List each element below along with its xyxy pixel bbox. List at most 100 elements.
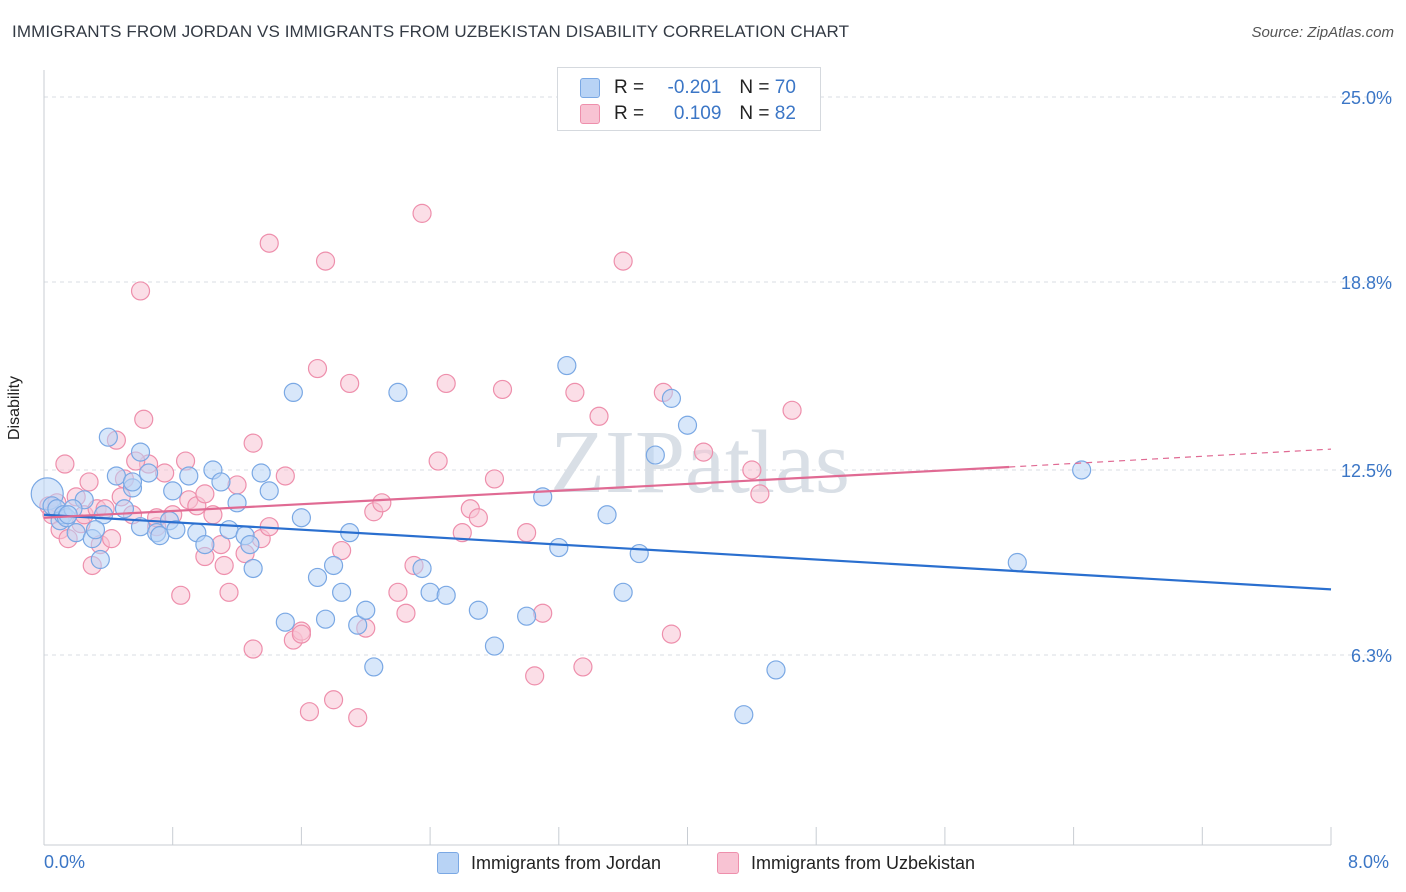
data-point — [573, 657, 593, 677]
data-point — [1007, 552, 1027, 573]
data-point — [782, 400, 802, 420]
legend-r-value-uzbekistan: 0.109 — [673, 103, 722, 124]
bottom-legend-label-uzbekistan: Immigrants from Uzbekistan — [751, 852, 976, 873]
data-point — [661, 624, 682, 644]
data-point — [106, 466, 126, 486]
x-tick-label-min: 0.0% — [44, 852, 86, 872]
data-point — [348, 615, 368, 635]
data-point — [452, 523, 472, 543]
x-tick-label-max: 8.0% — [1348, 852, 1390, 872]
data-point — [750, 484, 770, 504]
data-point — [179, 466, 199, 486]
y-tick-label: 12.5% — [1341, 461, 1392, 481]
data-point — [517, 523, 537, 543]
trend-lines — [43, 448, 1332, 591]
bottom-legend-uzbekistan: Immigrants from Uzbekistan — [717, 852, 975, 874]
data-point — [565, 382, 585, 403]
data-point — [332, 582, 352, 602]
data-point — [1072, 460, 1092, 480]
legend-r-value-jordan: -0.201 — [667, 77, 722, 98]
data-point — [597, 505, 617, 525]
data-point — [291, 624, 311, 644]
data-point — [299, 702, 320, 722]
data-point — [484, 636, 505, 656]
data-point — [645, 445, 665, 465]
data-point — [468, 600, 488, 620]
data-point — [589, 406, 609, 426]
source-credit: Source: ZipAtlas.com — [1251, 24, 1394, 41]
data-point — [613, 251, 633, 271]
bottom-legend-jordan: Immigrants from Jordan — [437, 852, 661, 874]
data-point — [219, 520, 239, 540]
data-point — [98, 427, 118, 447]
data-point — [134, 409, 154, 429]
data-point — [66, 523, 86, 543]
trend-line-uzbekistan — [43, 465, 1010, 519]
data-point — [388, 382, 408, 403]
data-point — [613, 582, 633, 602]
data-point — [275, 612, 295, 632]
data-point — [171, 585, 191, 605]
data-point — [396, 603, 416, 623]
data-point — [436, 585, 456, 605]
data-point — [356, 600, 376, 620]
legend-r-label: R = — [614, 103, 645, 124]
data-point — [533, 603, 553, 623]
data-point — [291, 508, 311, 528]
data-point — [283, 382, 303, 403]
data-point — [484, 469, 505, 489]
data-point — [307, 567, 328, 588]
legend-n-label: N = — [739, 77, 770, 98]
data-point — [219, 582, 239, 602]
data-point — [251, 463, 271, 483]
data-point — [549, 537, 569, 558]
legend-swatch-uzbekistan — [580, 104, 600, 124]
y-tick-label: 18.8% — [1341, 273, 1392, 293]
bottom-legend-swatch-jordan — [437, 852, 459, 874]
data-point — [436, 373, 456, 394]
data-point — [517, 606, 537, 626]
y-tick-label: 6.3% — [1351, 646, 1392, 666]
watermark: ZIPatlas — [550, 413, 850, 512]
data-point — [734, 705, 754, 725]
data-point — [79, 472, 99, 492]
data-point — [557, 355, 577, 376]
legend-swatch-jordan — [580, 78, 600, 98]
data-point — [55, 454, 75, 474]
data-point — [138, 463, 159, 483]
data-point — [661, 388, 682, 408]
trend-line-uzbekistan-extension — [1009, 448, 1332, 468]
bottom-legend-swatch-uzbekistan — [717, 852, 739, 874]
data-point — [412, 558, 432, 579]
series-jordan-points — [30, 355, 1092, 725]
data-point — [85, 520, 106, 540]
legend-row-uzbekistan: R = 0.109 N = 82 — [580, 101, 796, 127]
data-point — [227, 475, 247, 495]
data-point — [130, 281, 151, 301]
data-point — [388, 582, 408, 602]
data-point — [492, 379, 513, 400]
data-point — [214, 555, 234, 576]
data-point — [243, 558, 263, 579]
data-point — [307, 358, 328, 379]
correlation-legend: R = -0.201 N = 70 R = 0.109 N = 82 — [557, 67, 821, 131]
data-point — [259, 233, 279, 253]
data-point — [412, 203, 432, 223]
bottom-legend-label-jordan: Immigrants from Jordan — [471, 852, 662, 873]
data-point — [130, 442, 151, 462]
data-point — [315, 251, 336, 271]
data-point — [114, 499, 135, 519]
data-point — [742, 460, 762, 480]
data-point — [428, 451, 448, 471]
data-point — [323, 690, 344, 710]
data-point — [340, 373, 360, 394]
data-point — [240, 534, 260, 555]
data-point — [315, 609, 336, 629]
data-point — [364, 657, 384, 677]
data-point — [122, 472, 143, 492]
chart-title: IMMIGRANTS FROM JORDAN VS IMMIGRANTS FRO… — [12, 22, 850, 41]
legend-r-label: R = — [614, 77, 645, 98]
legend-n-value-uzbekistan: 82 — [774, 103, 796, 124]
y-axis-label: Disability — [6, 375, 23, 440]
